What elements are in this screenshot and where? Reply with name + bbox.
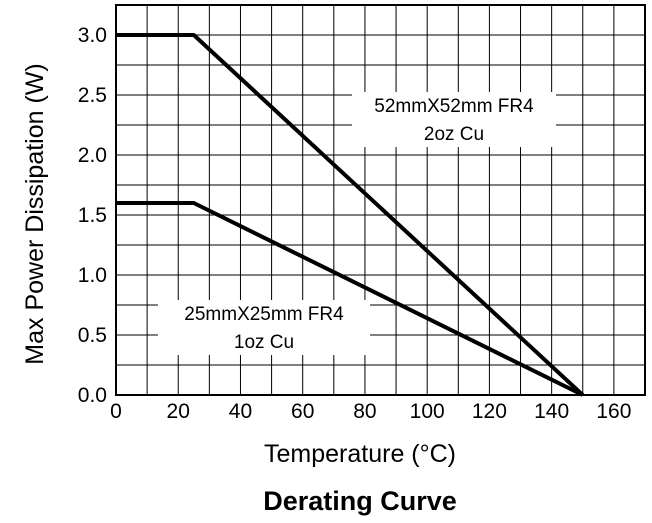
y-tick-label: 2.0 (78, 144, 107, 167)
y-axis-title: Max Power Dissipation (W) (21, 63, 49, 364)
x-tick-label: 140 (534, 400, 569, 423)
y-tick-label: 3.0 (78, 24, 107, 47)
annotation-25mm-line1: 25mmX25mm FR4 (184, 304, 344, 325)
annotation-25mm-line2: 1oz Cu (234, 332, 294, 353)
x-tick-label: 20 (167, 400, 190, 423)
x-tick-label: 120 (472, 400, 507, 423)
y-tick-label: 0.5 (78, 324, 107, 347)
y-tick-label: 1.0 (78, 264, 107, 287)
y-axis-ticks: 0.0 0.5 1.0 1.5 2.0 2.5 3.0 (78, 24, 107, 407)
annotation-52mm: 52mmX52mm FR4 2oz Cu (352, 92, 556, 147)
chart-title: Derating Curve (263, 486, 457, 516)
x-axis-title: Temperature (°C) (264, 440, 456, 468)
x-tick-label: 0 (110, 400, 122, 423)
x-tick-label: 160 (596, 400, 631, 423)
y-tick-label: 2.5 (78, 84, 107, 107)
series-lines (116, 33, 585, 397)
y-tick-label: 0.0 (78, 384, 107, 407)
plot-area-frame (115, 4, 646, 396)
annotation-25mm: 25mmX25mm FR4 1oz Cu (158, 300, 370, 355)
x-tick-label: 40 (229, 400, 252, 423)
x-tick-label: 80 (353, 400, 376, 423)
annotation-52mm-line2: 2oz Cu (424, 124, 484, 145)
x-axis-ticks: 0 20 40 60 80 100 120 140 160 (110, 400, 631, 423)
series-line-2 (116, 201, 584, 397)
x-tick-label: 100 (410, 400, 445, 423)
series-line-1 (116, 33, 585, 397)
y-tick-label: 1.5 (78, 204, 107, 227)
x-tick-label: 60 (291, 400, 314, 423)
annotation-52mm-line1: 52mmX52mm FR4 (374, 96, 534, 117)
